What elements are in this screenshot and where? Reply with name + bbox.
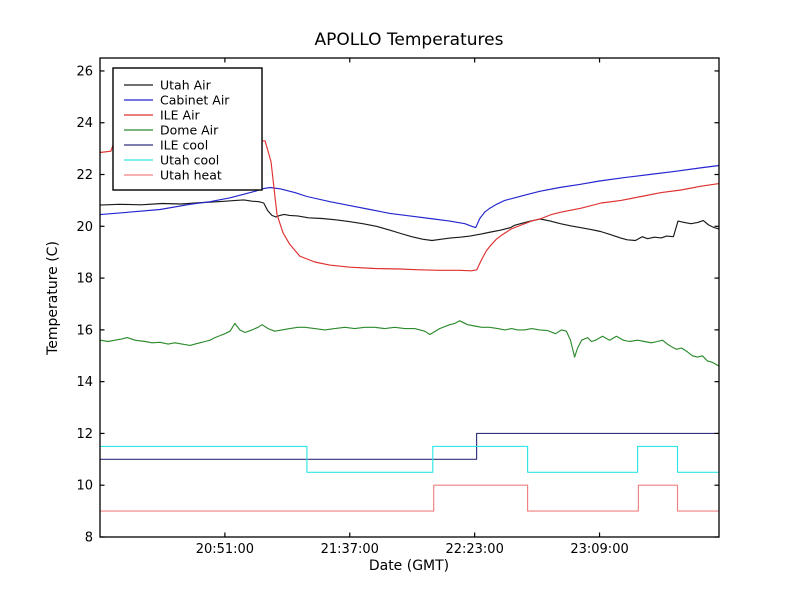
legend-label-ile-cool: ILE cool [160,138,208,153]
chart-title: APOLLO Temperatures [315,30,504,50]
y-tick-label: 10 [76,479,93,494]
legend-label-ile-air: ILE Air [160,108,201,123]
series-line-cabinet-air [99,164,720,229]
legend-label-utah-cool: Utah cool [160,153,219,168]
plot-area-frame [99,57,720,538]
y-tick-label: 26 [76,64,93,79]
y-axis-label: Temperature (C) [45,241,61,356]
y-tick-label: 12 [76,427,93,442]
y-tick-label: 20 [76,220,93,235]
y-tick-label: 14 [76,375,93,390]
series-line-utah-heat [100,484,719,512]
legend-box [112,67,263,191]
x-tick-label: 21:37:00 [321,542,379,557]
legend-label-dome-air: Dome Air [160,123,219,138]
y-tick-label: 18 [76,272,93,287]
y-tick-label: 8 [85,531,93,546]
y-tick-label: 16 [76,323,93,338]
legend-label-cabinet-air: Cabinet Air [160,93,230,108]
y-tick-label: 22 [76,168,93,183]
x-axis-label: Date (GMT) [369,558,449,574]
series-line-ile-air [99,140,720,272]
x-tick-label: 22:23:00 [445,542,503,557]
legend-label-utah-air: Utah Air [160,78,212,93]
series-line-utah-air [99,199,720,242]
x-tick-label: 23:09:00 [570,542,628,557]
ticks-group [100,58,719,538]
x-tick-label: 20:51:00 [196,542,254,557]
series-group [99,140,720,512]
series-line-dome-air [99,320,720,367]
y-tick-label: 24 [76,116,93,131]
series-line-utah-cool [100,445,719,473]
tick-labels-group: 20:51:00 21:37:00 22:23:00 23:09:00 8 10 12 14 1… [76,64,628,557]
legend-label-utah-heat: Utah heat [160,168,222,183]
